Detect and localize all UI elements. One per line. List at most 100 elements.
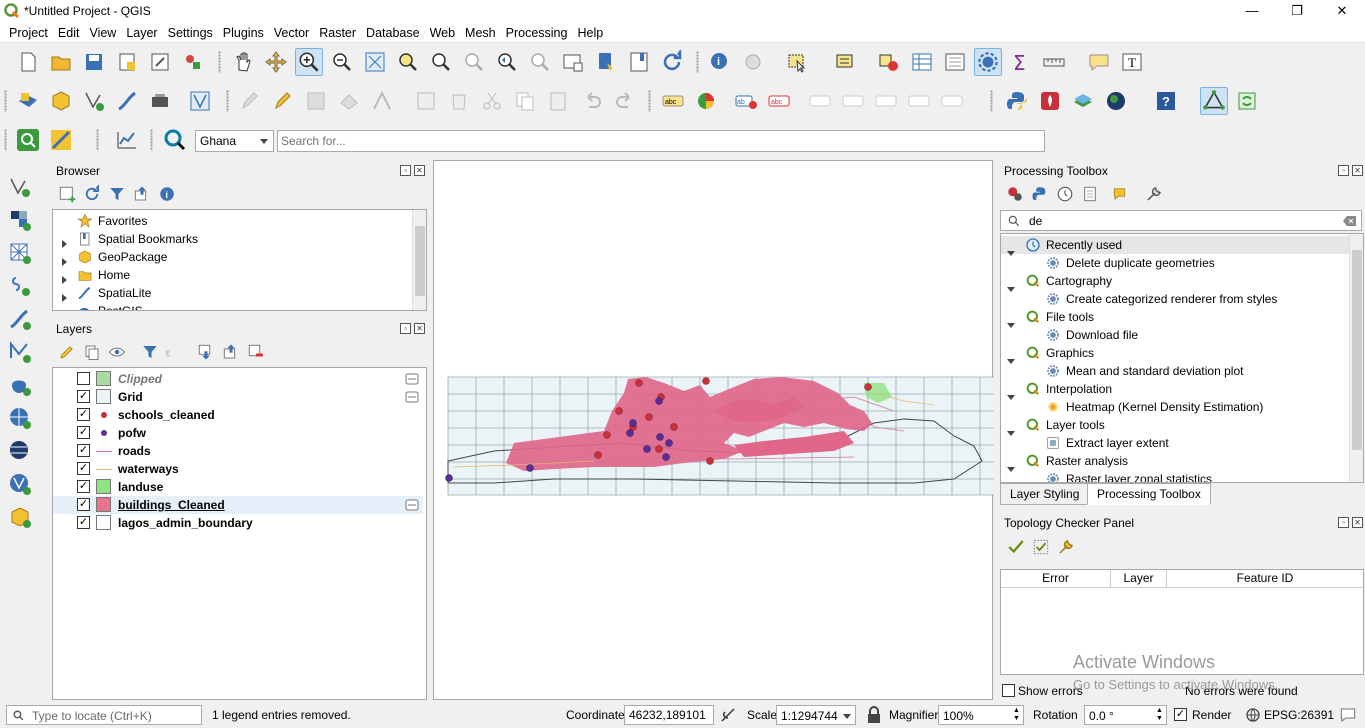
add-xyz-layer-icon[interactable] <box>8 439 32 463</box>
menu-raster[interactable]: Raster <box>319 26 357 40</box>
layer-row-grid[interactable]: ✓ Grid <box>53 388 423 406</box>
show-hide-labels-icon[interactable] <box>841 89 865 113</box>
new-bookmark-icon[interactable] <box>594 50 618 74</box>
layer-indicator-icon[interactable] <box>405 499 419 511</box>
render-checkbox[interactable]: ✓ <box>1174 708 1187 721</box>
expand-arrow-icon[interactable] <box>62 235 67 253</box>
layer-visibility-checkbox[interactable]: ✓ <box>77 408 90 421</box>
help-contents-icon[interactable]: ? <box>1154 89 1178 113</box>
expand-arrow-icon[interactable] <box>62 289 67 307</box>
coordinate-field[interactable]: 46232,189101 <box>624 705 714 725</box>
map-tips-icon[interactable] <box>1087 50 1111 74</box>
float-panel-button[interactable]: ▫ <box>1338 517 1349 528</box>
style-manager-icon[interactable] <box>181 50 205 74</box>
properties-icon[interactable]: i <box>158 185 176 203</box>
add-wms-layer-icon[interactable] <box>8 406 32 430</box>
profile-tool-icon[interactable] <box>115 128 139 152</box>
add-spatialite-layer-icon[interactable] <box>8 307 32 331</box>
float-panel-button[interactable]: ▫ <box>1338 165 1349 176</box>
toolbox-algorithm[interactable]: Heatmap (Kernel Density Estimation) <box>1001 398 1349 416</box>
rotate-label-icon[interactable] <box>907 89 931 113</box>
layer-visibility-checkbox[interactable]: ✓ <box>77 516 90 529</box>
add-selected-layers-icon[interactable] <box>58 185 76 203</box>
clear-search-icon[interactable] <box>1343 215 1357 227</box>
attribute-table-icon[interactable] <box>910 50 934 74</box>
column-header-error[interactable]: Error <box>1001 570 1111 588</box>
crs-label[interactable]: EPSG:26391 <box>1264 708 1335 722</box>
new-map-view-icon[interactable] <box>561 50 585 74</box>
add-postgis-layer-icon[interactable] <box>8 373 32 397</box>
statistical-summary-icon[interactable]: Σ <box>1009 50 1033 74</box>
add-delimited-text-icon[interactable] <box>8 274 32 298</box>
menu-view[interactable]: View <box>89 26 117 40</box>
zoom-full-icon[interactable] <box>363 50 387 74</box>
new-geopackage-layer-icon[interactable] <box>49 89 73 113</box>
layer-row-lagos-admin-boundary[interactable]: ✓ lagos_admin_boundary <box>53 514 423 532</box>
move-label-icon[interactable] <box>874 89 898 113</box>
python-console-icon[interactable] <box>1005 89 1029 113</box>
edit-features-in-place-icon[interactable] <box>1112 185 1130 203</box>
add-raster-layer-icon[interactable] <box>8 208 32 232</box>
menu-processing[interactable]: Processing <box>505 26 568 40</box>
layer-row-clipped[interactable]: Clipped <box>53 370 423 388</box>
toolbox-group-layer-tools[interactable]: Layer tools <box>1001 416 1349 436</box>
deselect-features-icon[interactable] <box>877 50 901 74</box>
zoom-next-icon[interactable] <box>528 50 552 74</box>
show-bookmarks-icon[interactable] <box>627 50 651 74</box>
location-select[interactable]: Ghana <box>195 130 274 152</box>
add-group-icon[interactable] <box>83 343 101 361</box>
close-window-button[interactable]: ✕ <box>1336 3 1348 18</box>
browser-item-favorites[interactable]: Favorites <box>53 212 413 230</box>
spin-arrows-icon[interactable]: ▲ ▼ <box>1013 707 1020 722</box>
layer-indicator-icon[interactable] <box>405 391 419 403</box>
browser-item-geopackage[interactable]: GeoPackage <box>53 248 413 266</box>
crs-plugin-icon[interactable] <box>49 128 73 152</box>
toolbox-algorithm[interactable]: Mean and standard deviation plot <box>1001 362 1349 380</box>
search-input[interactable] <box>277 130 1045 152</box>
save-layer-edits-icon[interactable] <box>304 89 328 113</box>
identify-features-icon[interactable]: i <box>708 50 732 74</box>
zoom-to-selection-icon[interactable] <box>396 50 420 74</box>
filter-by-expression-icon[interactable]: ε <box>163 343 181 361</box>
open-layer-styling-icon[interactable] <box>58 343 76 361</box>
menu-mesh[interactable]: Mesh <box>465 26 496 40</box>
layer-indicator-icon[interactable] <box>405 373 419 385</box>
layer-visibility-checkbox[interactable]: ✓ <box>77 444 90 457</box>
text-annotation-icon[interactable]: T <box>1120 50 1144 74</box>
menu-database[interactable]: Database <box>366 26 420 40</box>
close-panel-button[interactable]: ✕ <box>414 323 425 334</box>
save-project-icon[interactable] <box>82 50 106 74</box>
layer-row-landuse[interactable]: ✓ landuse <box>53 478 423 496</box>
highlight-pinned-labels-icon[interactable]: ab <box>734 89 758 113</box>
layer-visibility-checkbox[interactable]: ✓ <box>77 390 90 403</box>
paste-features-icon[interactable] <box>546 89 570 113</box>
browser-item-home[interactable]: Home <box>53 266 413 284</box>
topology-checker-icon[interactable] <box>1200 87 1228 115</box>
spin-arrows-icon[interactable]: ▲ ▼ <box>1156 707 1163 722</box>
filter-legend-icon[interactable] <box>141 343 159 361</box>
collapse-arrow-icon[interactable] <box>1007 351 1015 369</box>
menu-help[interactable]: Help <box>577 26 604 40</box>
options-icon[interactable] <box>1145 185 1163 203</box>
pan-to-selection-icon[interactable] <box>264 50 288 74</box>
toolbox-group-raster-analysis[interactable]: Raster analysis <box>1001 452 1349 472</box>
toolbox-group-interpolation[interactable]: Interpolation <box>1001 380 1349 400</box>
toolbox-algorithm[interactable]: Download file <box>1001 326 1349 344</box>
menu-web[interactable]: Web <box>429 26 456 40</box>
open-project-icon[interactable] <box>49 50 73 74</box>
zoom-out-icon[interactable] <box>330 50 354 74</box>
validate-extent-icon[interactable] <box>1032 538 1050 556</box>
add-wfs-layer-icon[interactable] <box>8 472 32 496</box>
menu-plugins[interactable]: Plugins <box>222 26 264 40</box>
expand-arrow-icon[interactable] <box>62 271 67 289</box>
menu-layer[interactable]: Layer <box>126 26 158 40</box>
sync-plugin-icon[interactable] <box>1235 89 1259 113</box>
configure-rules-icon[interactable] <box>1057 538 1075 556</box>
toolbox-group-file-tools[interactable]: File tools <box>1001 308 1349 328</box>
layer-visibility-checkbox[interactable] <box>77 372 90 385</box>
lock-scale-icon[interactable] <box>866 706 882 724</box>
show-errors-checkbox[interactable] <box>1002 684 1015 697</box>
toolbox-algorithm[interactable]: Delete duplicate geometries <box>1001 254 1349 272</box>
plugin-globe-icon[interactable] <box>1104 89 1128 113</box>
map-canvas[interactable] <box>433 160 994 700</box>
